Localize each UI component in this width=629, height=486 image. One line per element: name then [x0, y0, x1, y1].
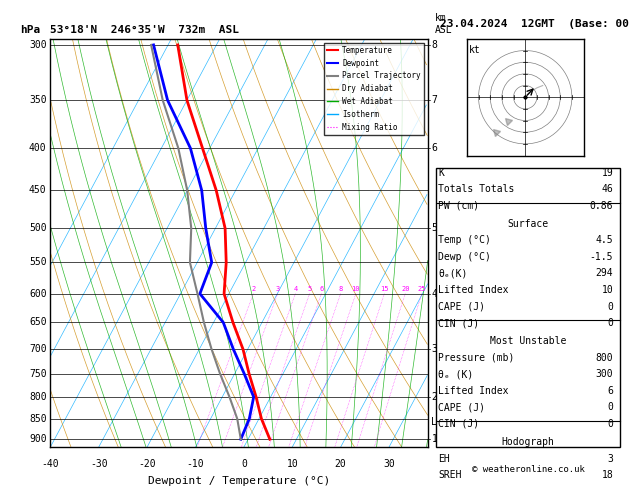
Text: Dewp (°C): Dewp (°C) [438, 252, 491, 262]
Text: 400: 400 [29, 143, 47, 153]
Text: 2: 2 [431, 392, 437, 402]
Text: CIN (J): CIN (J) [438, 318, 479, 328]
Text: CIN (J): CIN (J) [438, 419, 479, 429]
Text: 15: 15 [380, 286, 389, 292]
Text: 300: 300 [29, 40, 47, 50]
Text: 4: 4 [293, 286, 298, 292]
Text: 7: 7 [431, 95, 437, 105]
Text: Mixing Ratio (g/kg): Mixing Ratio (g/kg) [450, 187, 460, 299]
Text: 6: 6 [320, 286, 323, 292]
Text: Totals Totals: Totals Totals [438, 184, 515, 194]
Text: 4.5: 4.5 [596, 235, 613, 245]
Text: CAPE (J): CAPE (J) [438, 301, 486, 312]
Text: 650: 650 [29, 317, 47, 328]
Text: Lifted Index: Lifted Index [438, 285, 509, 295]
Text: 19: 19 [601, 168, 613, 178]
Text: 800: 800 [29, 392, 47, 402]
Text: 5: 5 [431, 223, 437, 233]
Text: 0: 0 [608, 301, 613, 312]
Text: 0: 0 [608, 402, 613, 412]
Text: 6: 6 [608, 386, 613, 396]
Text: 550: 550 [29, 258, 47, 267]
Text: 2: 2 [251, 286, 255, 292]
Text: Pressure (mb): Pressure (mb) [438, 353, 515, 363]
Text: Lifted Index: Lifted Index [438, 386, 509, 396]
Text: 30: 30 [383, 459, 395, 469]
Text: LCL: LCL [431, 417, 449, 427]
Text: 20: 20 [335, 459, 347, 469]
Text: 700: 700 [29, 344, 47, 354]
Text: Most Unstable: Most Unstable [490, 336, 566, 346]
Text: Surface: Surface [508, 219, 548, 229]
Text: 450: 450 [29, 186, 47, 195]
Text: θₑ (K): θₑ (K) [438, 369, 474, 379]
Text: SREH: SREH [438, 470, 462, 480]
Text: 10: 10 [286, 459, 298, 469]
Text: 800: 800 [596, 353, 613, 363]
Text: PW (cm): PW (cm) [438, 201, 479, 211]
Text: Temp (°C): Temp (°C) [438, 235, 491, 245]
Text: θₑ(K): θₑ(K) [438, 268, 468, 278]
Text: 53°18'N  246°35'W  732m  ASL: 53°18'N 246°35'W 732m ASL [50, 25, 239, 35]
Text: © weatheronline.co.uk: © weatheronline.co.uk [472, 465, 585, 474]
Text: 300: 300 [596, 369, 613, 379]
Text: 750: 750 [29, 369, 47, 379]
Text: hPa: hPa [20, 25, 40, 35]
Text: 0: 0 [241, 459, 247, 469]
Text: 10: 10 [601, 285, 613, 295]
Text: 3: 3 [608, 453, 613, 464]
Text: kt: kt [469, 45, 481, 55]
Text: -40: -40 [42, 459, 59, 469]
Text: -30: -30 [90, 459, 108, 469]
Text: km
ASL: km ASL [435, 13, 453, 35]
Text: K: K [438, 168, 444, 178]
Text: 23.04.2024  12GMT  (Base: 00): 23.04.2024 12GMT (Base: 00) [440, 19, 629, 29]
Text: -20: -20 [138, 459, 156, 469]
Text: 4: 4 [431, 289, 437, 299]
Text: -10: -10 [187, 459, 204, 469]
Text: 0: 0 [608, 318, 613, 328]
Text: 600: 600 [29, 289, 47, 299]
Text: EH: EH [438, 453, 450, 464]
Text: 6: 6 [431, 143, 437, 153]
Text: 18: 18 [601, 470, 613, 480]
Text: 3: 3 [276, 286, 280, 292]
Legend: Temperature, Dewpoint, Parcel Trajectory, Dry Adiabat, Wet Adiabat, Isotherm, Mi: Temperature, Dewpoint, Parcel Trajectory… [324, 43, 424, 135]
Text: 8: 8 [338, 286, 343, 292]
Text: 5: 5 [308, 286, 312, 292]
Text: 350: 350 [29, 95, 47, 105]
Text: 0.86: 0.86 [590, 201, 613, 211]
Text: 25: 25 [418, 286, 426, 292]
Text: 20: 20 [401, 286, 409, 292]
Text: 10: 10 [352, 286, 360, 292]
Text: 3: 3 [431, 344, 437, 354]
Text: 500: 500 [29, 223, 47, 233]
Text: CAPE (J): CAPE (J) [438, 402, 486, 412]
Text: 294: 294 [596, 268, 613, 278]
Text: 1: 1 [431, 434, 437, 444]
Text: Dewpoint / Temperature (°C): Dewpoint / Temperature (°C) [148, 476, 330, 486]
Text: 850: 850 [29, 414, 47, 424]
Text: 900: 900 [29, 434, 47, 444]
Text: 46: 46 [601, 184, 613, 194]
Text: 0: 0 [608, 419, 613, 429]
Text: -1.5: -1.5 [590, 252, 613, 262]
Text: Hodograph: Hodograph [501, 437, 555, 447]
Text: 8: 8 [431, 40, 437, 50]
